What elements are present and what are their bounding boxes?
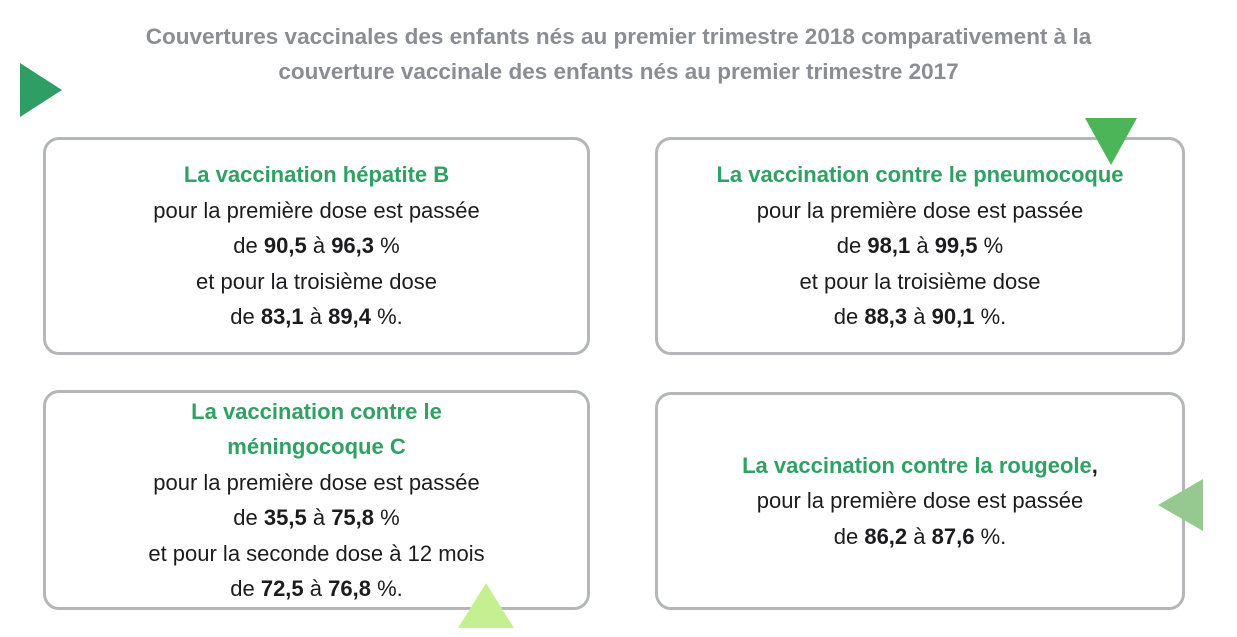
card-text: de <box>230 304 261 330</box>
card-text: % <box>374 233 400 259</box>
card-text: de <box>233 505 264 530</box>
card-text-line: de 72,5 à 76,8 %. <box>46 571 587 607</box>
card-text: pour la première dose est passée <box>756 197 1084 223</box>
card-text-line: de 88,3 à 90,1 %. <box>658 299 1182 335</box>
card-text: 88,3 <box>864 304 908 330</box>
card-text-line: de 35,5 à 75,8 % <box>46 500 587 536</box>
vaccine-card-pneumocoque: La vaccination contre le pneumocoque pour… <box>655 137 1185 355</box>
page-title: Couvertures vaccinales des enfants nés a… <box>0 19 1237 89</box>
card-text: et pour la troisième dose <box>799 268 1041 294</box>
card-text: à <box>303 576 329 601</box>
card-text: 72,5 <box>260 576 304 601</box>
card-text: , <box>1091 452 1098 478</box>
page-title-line-2: couverture vaccinale des enfants nés au … <box>278 59 959 84</box>
triangle-right-icon <box>20 63 62 117</box>
card-text: à <box>303 304 329 330</box>
card-text: et pour la troisième dose <box>196 268 437 294</box>
card-text: 90,5 <box>263 233 307 259</box>
card-text: % <box>374 505 400 530</box>
card-text: 89,4 <box>328 304 371 330</box>
card-text-line: méningocoque C <box>46 429 587 465</box>
card-title-text: La vaccination hépatite B <box>183 162 450 188</box>
card-text: 35,5 <box>263 505 307 530</box>
card-text-line: de 98,1 à 99,5 % <box>658 228 1182 264</box>
card-text: %. <box>370 304 403 330</box>
card-text-line: et pour la troisième dose <box>46 264 587 300</box>
card-text-line: et pour la troisième dose <box>658 264 1182 300</box>
card-title-text: La vaccination contre la rougeole <box>742 452 1092 478</box>
card-text: de <box>836 233 868 259</box>
card-text: 99,5 <box>934 233 978 259</box>
card-text-line: de 86,2 à 87,6 %. <box>658 519 1182 555</box>
vaccine-card-meningocoque-c: La vaccination contre le méningocoque C po… <box>43 390 590 610</box>
card-title-text: méningocoque C <box>227 434 406 459</box>
card-text: pour la première dose est passée <box>153 197 480 223</box>
card-text: 76,8 <box>328 576 371 601</box>
card-text: à <box>907 523 932 549</box>
card-text-line: La vaccination contre le <box>46 394 587 430</box>
card-title-text: La vaccination contre le pneumocoque <box>716 162 1124 188</box>
triangle-left-icon <box>1158 479 1203 531</box>
card-text: %. <box>974 304 1007 330</box>
triangle-up-icon <box>458 583 514 628</box>
card-text: % <box>977 233 1004 259</box>
card-content: La vaccination contre le pneumocoque pour… <box>658 157 1182 335</box>
card-text: à <box>306 233 332 259</box>
card-text-line: pour la première dose est passée <box>46 465 587 501</box>
card-text: à <box>907 304 932 330</box>
card-text-line: de 83,1 à 89,4 %. <box>46 299 587 335</box>
card-text-line: de 90,5 à 96,3 % <box>46 228 587 264</box>
card-content: La vaccination hépatite B pour la premièr… <box>46 157 587 335</box>
card-text-line: et pour la seconde dose à 12 mois <box>46 536 587 572</box>
card-text: pour la première dose est passée <box>756 488 1084 514</box>
page-title-line-1: Couvertures vaccinales des enfants nés a… <box>145 24 1092 49</box>
card-text: 87,6 <box>931 523 975 549</box>
card-text: 86,2 <box>864 523 908 549</box>
card-text: de <box>833 304 865 330</box>
card-text-line: pour la première dose est passée <box>658 193 1182 229</box>
card-text: %. <box>370 576 403 601</box>
card-content: La vaccination contre la rougeole, pour l… <box>658 448 1182 555</box>
card-text: de <box>230 576 261 601</box>
card-text-line: La vaccination contre le pneumocoque <box>658 157 1182 193</box>
card-text-line: pour la première dose est passée <box>46 193 587 229</box>
card-text-line: La vaccination contre la rougeole, <box>658 448 1182 484</box>
card-text: et pour la seconde dose à 12 mois <box>148 540 485 566</box>
card-text: pour la première dose est passée <box>153 469 480 495</box>
card-text: de <box>233 233 264 259</box>
vaccine-card-hepatite-b: La vaccination hépatite B pour la premièr… <box>43 137 590 355</box>
card-text: %. <box>974 523 1007 549</box>
card-text: 98,1 <box>867 233 911 259</box>
card-text-line: pour la première dose est passée <box>658 483 1182 519</box>
card-text: de <box>833 523 865 549</box>
card-text: 75,8 <box>331 505 375 530</box>
card-text: 90,1 <box>931 304 975 330</box>
card-content: La vaccination contre le méningocoque C po… <box>46 394 587 607</box>
card-text: à <box>306 505 332 530</box>
card-text-line: La vaccination hépatite B <box>46 157 587 193</box>
card-text: à <box>910 233 935 259</box>
card-text: 96,3 <box>331 233 375 259</box>
triangle-down-icon <box>1085 118 1137 165</box>
card-text: 83,1 <box>260 304 304 330</box>
card-title-text: La vaccination contre le <box>191 398 442 424</box>
vaccine-card-rougeole: La vaccination contre la rougeole, pour l… <box>655 392 1185 610</box>
